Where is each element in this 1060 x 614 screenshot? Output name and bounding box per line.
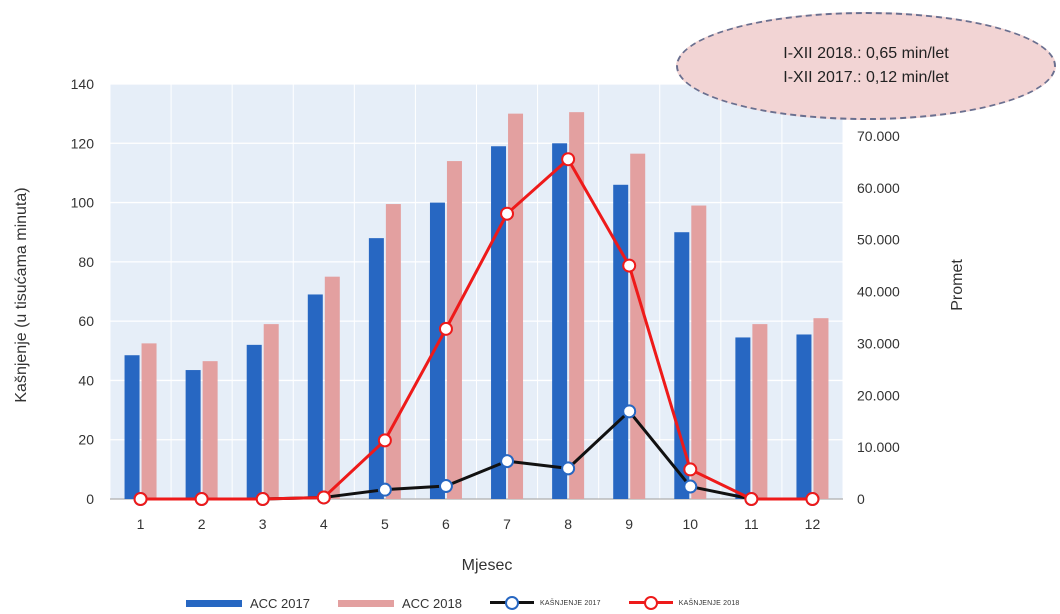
y-tick-label: 0 <box>86 491 94 507</box>
delay2018-line <box>140 157 813 501</box>
delay2018-point <box>194 492 209 506</box>
bar-acc2018 <box>446 161 462 500</box>
y-right-tick-label: 30.000 <box>857 335 900 351</box>
annotation-line-2018: I-XII 2018.: 0,65 min/let <box>783 45 949 62</box>
bar-acc2017 <box>613 184 629 500</box>
x-tick-label: 4 <box>320 516 328 532</box>
y-axis-right-label: Promet <box>949 259 966 311</box>
legend: ACC 2017 ACC 2018 KAŠNJENJE 2017 KAŠNJEN… <box>186 592 768 614</box>
gridlines <box>109 83 844 500</box>
bar-acc2017 <box>246 344 262 499</box>
tick-labels: 0 20 40 60 80 100 120 140 0 10.000 20.000 30.000 40.… <box>71 76 900 532</box>
bar-acc2017 <box>429 202 445 500</box>
bar-acc2018 <box>630 153 646 500</box>
x-tick-label: 6 <box>442 516 450 532</box>
annotation-callout: I-XII 2018.: 0,65 min/let I-XII 2017.: 0… <box>676 12 1056 120</box>
x-tick-label: 3 <box>259 516 267 532</box>
line-series <box>133 152 820 506</box>
bar-acc2018 <box>385 204 401 499</box>
bar-acc2018 <box>202 361 218 499</box>
bar-acc2018 <box>324 276 340 499</box>
delay2017-point <box>561 461 576 476</box>
delay2018-point <box>561 152 576 167</box>
bar-acc2017 <box>185 370 201 499</box>
bar-series <box>124 112 829 500</box>
legend-label-delay2017: KAŠNJENJE 2017 <box>539 599 601 607</box>
bar-acc2017 <box>368 238 384 499</box>
y-right-tick-label: 10.000 <box>857 439 900 455</box>
annotation-line-2017: I-XII 2017.: 0,12 min/let <box>783 69 949 86</box>
bar-acc2018 <box>508 113 524 500</box>
delay2017-point <box>622 404 637 419</box>
x-tick-label: 11 <box>744 516 759 532</box>
legend-swatch-acc2018 <box>337 599 394 607</box>
x-tick-label: 5 <box>381 516 389 532</box>
legend-swatch-delay2018 <box>628 596 673 610</box>
y-tick-label: 120 <box>71 135 95 151</box>
legend-item-delay2018: KAŠNJENJE 2018 <box>628 596 740 610</box>
legend-item-acc2018: ACC 2018 <box>337 595 462 611</box>
x-tick-label: 8 <box>564 516 572 532</box>
bar-acc2018 <box>569 112 585 500</box>
y-right-tick-label: 60.000 <box>857 180 900 196</box>
delay2018-point <box>316 490 331 505</box>
bar-acc2017 <box>735 337 751 499</box>
bar-acc2017 <box>491 146 507 499</box>
bar-acc2018 <box>752 324 768 499</box>
delay2018-point <box>622 258 637 273</box>
y-right-tick-label: 50.000 <box>857 232 900 248</box>
x-axis-label: Mjesec <box>462 557 513 574</box>
legend-label-acc2018: ACC 2018 <box>401 595 462 611</box>
y-tick-label: 140 <box>71 76 95 92</box>
legend-swatch-delay2017 <box>489 596 534 610</box>
delay2017-point <box>500 454 515 469</box>
delay2018-point <box>500 206 515 221</box>
legend-label-acc2017: ACC 2017 <box>250 595 310 611</box>
delay2018-point <box>683 462 698 477</box>
bar-acc2017 <box>307 294 323 499</box>
delay2017-point <box>683 479 698 494</box>
y-axis-label: Kašnjenje (u tisućama minuta) <box>13 187 30 402</box>
x-tick-label: 7 <box>503 516 511 532</box>
x-tick-label: 12 <box>805 516 821 532</box>
x-tick-label: 10 <box>683 516 699 532</box>
y-tick-label: 80 <box>78 254 94 270</box>
delay2018-point <box>255 492 270 506</box>
bar-acc2018 <box>263 324 279 499</box>
y-right-tick-label: 70.000 <box>857 128 900 144</box>
delay2018-point <box>438 321 453 336</box>
legend-item-delay2017: KAŠNJENJE 2017 <box>489 596 601 610</box>
legend-label-delay2018: KAŠNJENJE 2018 <box>678 599 740 607</box>
bar-acc2017 <box>796 334 812 499</box>
bar-acc2018 <box>813 318 829 499</box>
delay2018-point <box>377 433 392 448</box>
delay2018-point <box>133 492 148 506</box>
delay2018-point <box>805 492 820 506</box>
bar-acc2018 <box>691 205 707 500</box>
bar-acc2017 <box>552 143 568 500</box>
chart: 0 20 40 60 80 100 120 140 0 10.000 20.000 30.000 40.… <box>13 76 966 574</box>
legend-swatch-acc2017 <box>186 599 242 607</box>
legend-item-acc2017: ACC 2017 <box>186 596 310 611</box>
x-tick-label: 9 <box>625 516 633 532</box>
delay2018-point <box>744 492 759 506</box>
y-tick-label: 40 <box>78 372 94 388</box>
x-tick-label: 1 <box>137 516 145 532</box>
bar-acc2017 <box>124 355 140 499</box>
y-tick-label: 20 <box>78 432 94 448</box>
delay2017-point <box>438 479 453 494</box>
bar-acc2018 <box>141 343 157 499</box>
y-tick-label: 60 <box>78 313 94 329</box>
delay2017-point <box>377 482 392 497</box>
y-right-tick-label: 20.000 <box>857 387 900 403</box>
y-right-tick-label: 0 <box>857 491 865 507</box>
y-right-tick-label: 40.000 <box>857 284 900 300</box>
x-tick-label: 2 <box>198 516 206 532</box>
y-tick-label: 100 <box>71 195 95 211</box>
